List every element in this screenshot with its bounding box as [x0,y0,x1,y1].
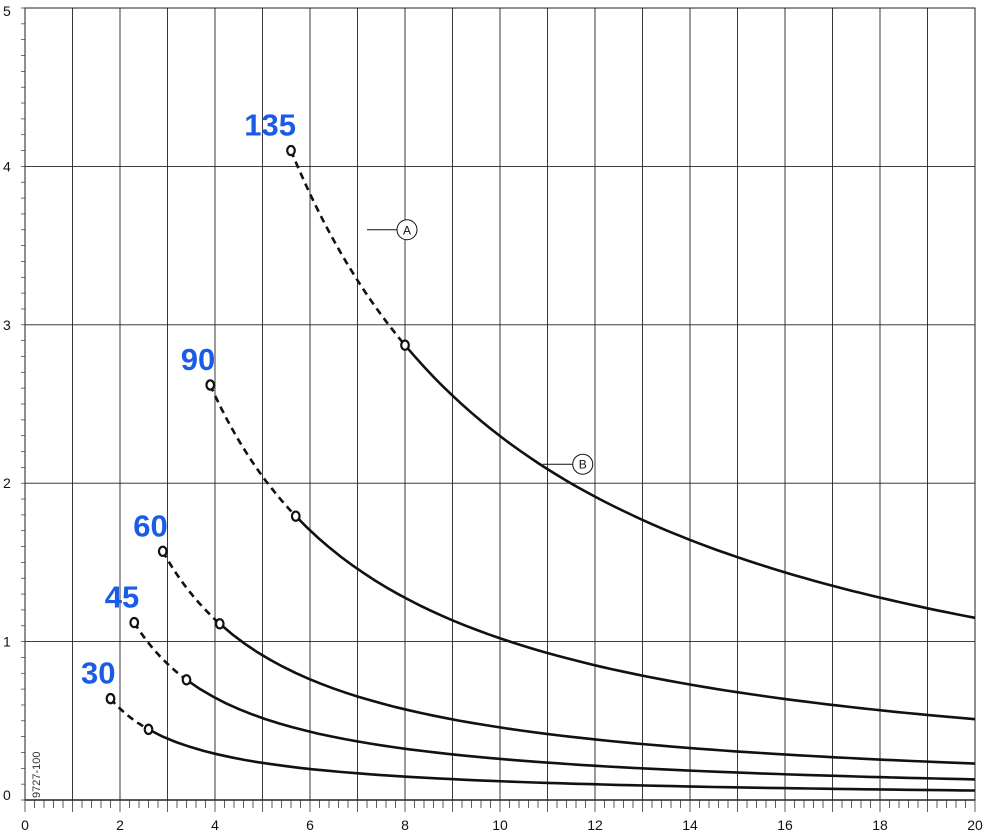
curve-solid-90 [294,515,976,721]
x-tick-label: 16 [777,817,793,833]
series-label-60: 60 [133,508,167,543]
x-tick-label: 10 [492,817,508,833]
endpoint-marker [105,692,116,705]
curve-dashed-135 [289,150,407,347]
curves [109,150,976,792]
transition-marker [143,723,154,736]
transition-marker [290,510,301,522]
x-tick-label: 8 [401,817,409,833]
y-tick-label: 4 [3,158,11,174]
x-tick-label: 4 [211,817,219,833]
grid-minor [24,8,976,800]
curve-solid-60 [218,622,976,765]
x-tick-label: 0 [21,817,29,833]
callout-circle [572,453,594,475]
callout-label-A: A [403,223,411,237]
y-tick-label: 1 [3,634,11,650]
axis-ticks [21,7,976,812]
endpoint-marker [129,616,140,629]
series-label-90: 90 [181,342,215,377]
callouts: AB [367,219,594,475]
y-tick-label: 0 [3,787,11,803]
side-code: 9727-100 [31,752,43,799]
endpoint-marker [286,144,296,157]
curve-solid-135 [404,344,976,620]
x-tick-label: 12 [587,817,603,833]
y-tick-label: 2 [3,475,11,491]
transition-marker [400,339,410,351]
transition-marker [214,618,225,630]
curve-dashed-90 [209,384,297,518]
y-tick-label: 5 [3,3,11,19]
endpoint-marker [157,545,168,558]
series-label-45: 45 [105,580,139,615]
endpoint-marker [205,379,216,391]
x-tick-label: 2 [116,817,124,833]
series-label-30: 30 [81,656,115,691]
x-tick-label: 20 [967,817,983,833]
callout-label-B: B [579,458,587,472]
x-tick-label: 18 [872,817,888,833]
x-tick-label: 6 [306,817,314,833]
series-labels: 135 90 60 45 30 [81,108,296,691]
curve-dashed-60 [161,550,221,625]
transition-marker [181,674,192,686]
x-tick-label: 14 [682,817,698,833]
curve-solid-45 [185,678,976,781]
callout-circle [396,219,418,241]
markers [105,144,410,736]
curve-dashed-30 [109,697,150,731]
curve-solid-30 [147,728,976,792]
curve-dashed-45 [133,621,188,681]
series-label-135: 135 [244,108,296,143]
y-tick-label: 3 [3,317,11,333]
